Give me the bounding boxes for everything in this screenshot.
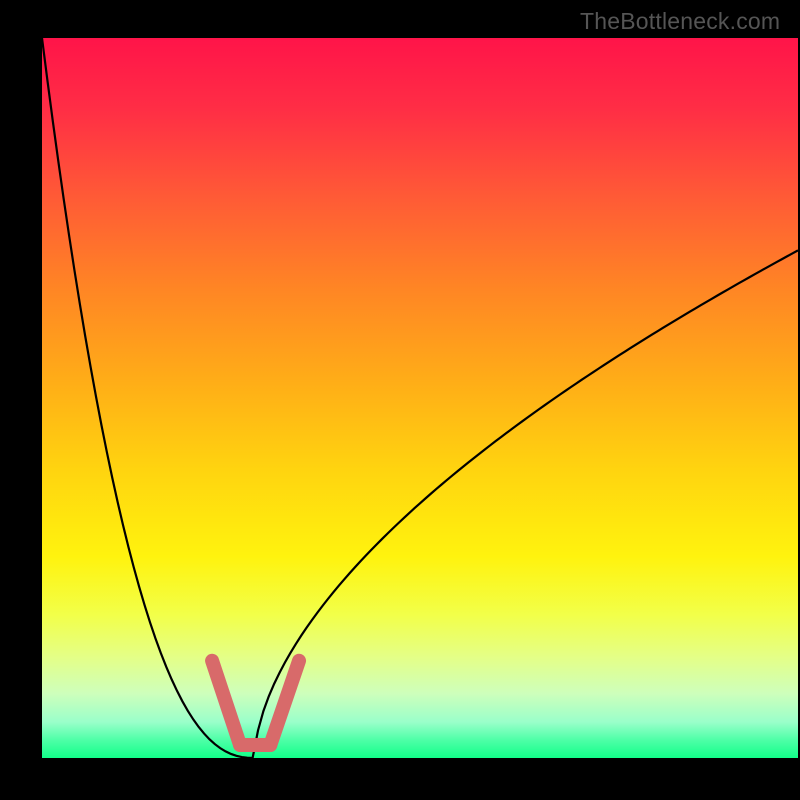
valley-marker-left <box>212 661 240 745</box>
watermark-text: TheBottleneck.com <box>580 8 780 35</box>
valley-marker-right <box>270 661 299 745</box>
valley-marker <box>212 661 299 745</box>
bottleneck-curve <box>42 38 798 758</box>
plot-svg-layer <box>42 38 798 758</box>
plot-area <box>42 38 798 758</box>
